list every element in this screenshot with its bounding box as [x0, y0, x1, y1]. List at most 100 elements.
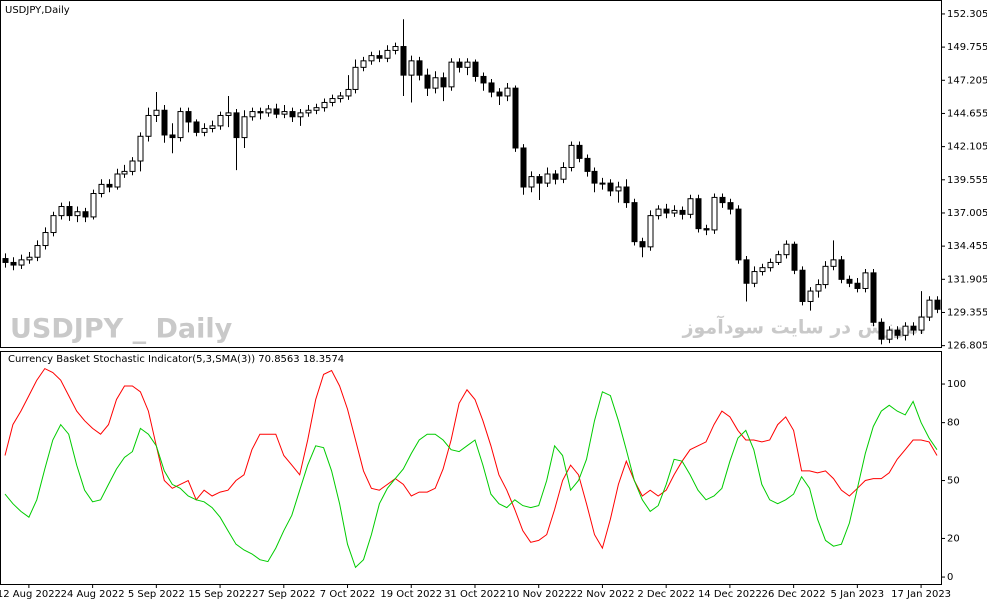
- y-tick-label: 129.355: [947, 307, 987, 318]
- y-tick-label: 144.655: [947, 108, 987, 119]
- candle-body: [799, 269, 806, 302]
- candle-body: [297, 112, 304, 118]
- candle-body: [432, 77, 439, 89]
- candle-body: [838, 259, 845, 280]
- candle-body: [384, 49, 391, 59]
- candle-body: [584, 157, 591, 172]
- candle-body: [639, 241, 646, 248]
- candle-body: [185, 111, 192, 123]
- candle-body: [265, 108, 272, 114]
- candle-body: [121, 170, 128, 175]
- candle-body: [544, 173, 551, 184]
- candle-body: [106, 183, 113, 188]
- candle-body: [289, 111, 296, 118]
- candle-body: [830, 259, 837, 267]
- candle-body: [42, 232, 49, 247]
- candle-body: [368, 55, 375, 62]
- watermark: USDJPY _ Daily: [10, 314, 233, 345]
- watermark-site: آموزش در سایت سودآموز: [682, 315, 926, 339]
- candle-body: [225, 112, 232, 116]
- candle-body: [153, 109, 160, 116]
- candle-body: [783, 243, 790, 256]
- y-tick-label: 149.755: [947, 42, 987, 53]
- candle-body: [337, 95, 344, 100]
- y-tick-label: 147.205: [947, 75, 987, 86]
- candle-body: [2, 258, 9, 263]
- candle-body: [82, 211, 89, 218]
- candle-body: [376, 55, 383, 59]
- candle-body: [329, 98, 336, 103]
- candle-body: [400, 46, 407, 76]
- candle-body: [862, 272, 869, 289]
- candle-body: [560, 166, 567, 180]
- candle-body: [313, 107, 320, 111]
- x-tick-label: 24 Aug 2022: [61, 589, 125, 600]
- candle-body: [201, 127, 208, 133]
- x-tick-label: 22 Nov 2022: [570, 589, 634, 600]
- indicator-pane: [0, 351, 942, 585]
- y-tick-label: 80: [947, 418, 960, 429]
- candle-body: [846, 278, 853, 284]
- candle-body: [345, 88, 352, 97]
- candle-body: [647, 215, 654, 248]
- candle-body: [488, 82, 495, 93]
- candle-body: [528, 176, 535, 188]
- y-tick-label: 137.005: [947, 208, 987, 219]
- candle-body: [870, 272, 877, 323]
- candle-body: [703, 228, 710, 231]
- candle-body: [50, 215, 57, 234]
- candle-body: [169, 134, 176, 139]
- candle-body: [854, 282, 861, 289]
- candle-body: [591, 170, 598, 184]
- candle-body: [249, 111, 256, 118]
- x-tick-label: 19 Oct 2022: [380, 589, 442, 600]
- x-tick-label: 12 Aug 2022: [0, 589, 61, 600]
- candle-body: [464, 61, 471, 68]
- candle-body: [623, 186, 630, 204]
- candle-body: [576, 144, 583, 159]
- candle-body: [902, 325, 909, 336]
- candle-body: [504, 87, 511, 97]
- x-tick-label: 5 Jan 2023: [831, 589, 885, 600]
- candle-body: [217, 114, 224, 127]
- candle-body: [408, 60, 415, 76]
- candle-body: [599, 182, 606, 185]
- candle-body: [161, 109, 168, 136]
- candle-body: [26, 256, 33, 261]
- candle-body: [671, 209, 678, 214]
- candle-body: [177, 111, 184, 139]
- candle-body: [886, 329, 893, 340]
- candle-body: [695, 198, 702, 230]
- y-tick-label: 134.455: [947, 241, 987, 252]
- candle-body: [34, 245, 41, 258]
- candle-body: [392, 46, 399, 51]
- indicator-line: [4, 367, 938, 550]
- candle-body: [679, 209, 686, 215]
- candle-body: [145, 114, 152, 137]
- y-tick-label: 152.305: [947, 9, 987, 20]
- x-tick-label: 14 Dec 2022: [698, 589, 762, 600]
- candle-body: [472, 61, 479, 77]
- candle-body: [58, 206, 65, 217]
- x-tick-label: 7 Oct 2022: [320, 589, 375, 600]
- indicator-line: [4, 391, 938, 569]
- candle-body: [114, 173, 121, 188]
- candle-body: [727, 202, 734, 210]
- candle-body: [321, 101, 328, 109]
- candle-body: [129, 160, 136, 172]
- x-tick-label: 26 Dec 2022: [762, 589, 826, 600]
- candle-body: [74, 211, 81, 217]
- candle-body: [655, 208, 662, 217]
- candle-body: [257, 111, 264, 114]
- candle-body: [66, 206, 73, 217]
- candle-body: [512, 87, 519, 149]
- candle-body: [631, 202, 638, 243]
- candle-body: [193, 121, 200, 133]
- candle-body: [822, 265, 829, 286]
- x-tick-label: 27 Sep 2022: [252, 589, 315, 600]
- candle-body: [719, 196, 726, 204]
- candle-body: [424, 74, 431, 89]
- candle-body: [934, 299, 941, 310]
- candle-body: [607, 182, 614, 192]
